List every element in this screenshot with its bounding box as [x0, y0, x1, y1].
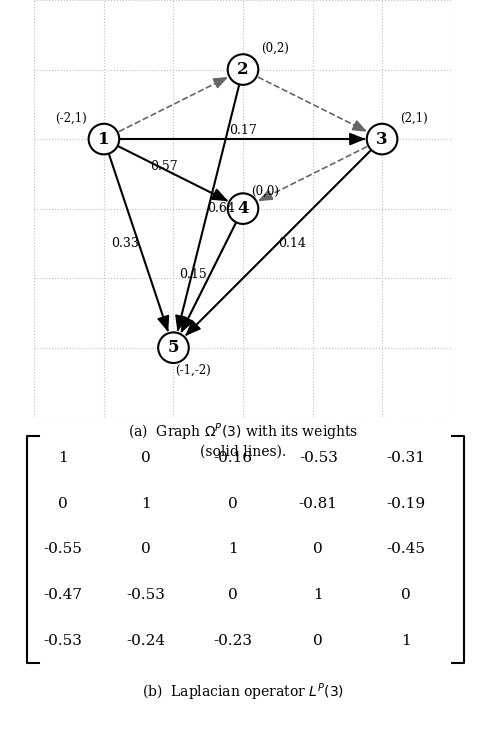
Text: 1: 1	[401, 634, 411, 648]
Text: 1: 1	[58, 451, 68, 465]
Text: 0: 0	[228, 497, 238, 511]
Text: 1: 1	[313, 588, 323, 602]
Text: -0.16: -0.16	[214, 451, 253, 465]
Circle shape	[228, 54, 258, 85]
Text: -0.19: -0.19	[386, 497, 425, 511]
Text: 0: 0	[228, 588, 238, 602]
Circle shape	[88, 124, 119, 154]
Text: (b)  Laplacian operator $L^P(3)$: (b) Laplacian operator $L^P(3)$	[142, 681, 344, 703]
Text: (0,0): (0,0)	[251, 184, 279, 198]
Text: (-2,1): (-2,1)	[54, 112, 87, 124]
Text: 5: 5	[168, 339, 179, 356]
Polygon shape	[182, 318, 191, 332]
Circle shape	[367, 124, 398, 154]
Text: -0.81: -0.81	[299, 497, 338, 511]
Polygon shape	[213, 78, 226, 88]
Polygon shape	[352, 121, 365, 131]
Text: -0.55: -0.55	[44, 542, 83, 556]
Polygon shape	[182, 316, 193, 332]
Text: -0.53: -0.53	[44, 634, 83, 648]
Text: 1: 1	[98, 130, 110, 148]
Text: 0: 0	[141, 451, 151, 465]
Polygon shape	[158, 315, 169, 330]
Text: -0.23: -0.23	[214, 634, 253, 648]
Text: 3: 3	[376, 130, 388, 148]
Text: 0: 0	[401, 588, 411, 602]
Text: -0.53: -0.53	[126, 588, 165, 602]
Text: 0.33: 0.33	[111, 237, 139, 250]
Text: 0.15: 0.15	[179, 268, 207, 281]
Text: -0.24: -0.24	[126, 634, 165, 648]
Polygon shape	[211, 189, 226, 201]
Text: 0.14: 0.14	[278, 237, 306, 250]
Text: 0: 0	[58, 497, 68, 511]
Text: 4: 4	[237, 200, 249, 217]
Text: (-1,-2): (-1,-2)	[175, 364, 211, 376]
Circle shape	[228, 193, 258, 224]
Polygon shape	[260, 190, 273, 201]
Polygon shape	[187, 321, 200, 335]
Text: -0.53: -0.53	[299, 451, 338, 465]
Text: 0.57: 0.57	[150, 160, 177, 173]
Text: -0.47: -0.47	[44, 588, 83, 602]
Text: (2,1): (2,1)	[400, 112, 428, 124]
Text: (a)  Graph $\Omega^P(3)$ with its weights
(solid lines).: (a) Graph $\Omega^P(3)$ with its weights…	[128, 421, 358, 459]
Text: 1: 1	[228, 542, 238, 556]
Text: 0: 0	[313, 634, 323, 648]
Text: (0,2): (0,2)	[261, 42, 289, 55]
Text: -0.31: -0.31	[386, 451, 425, 465]
Text: 1: 1	[141, 497, 151, 511]
Text: 0.64: 0.64	[207, 202, 235, 215]
Circle shape	[158, 332, 189, 363]
Polygon shape	[176, 315, 187, 330]
Text: -0.45: -0.45	[386, 542, 425, 556]
Text: 0.17: 0.17	[229, 124, 257, 137]
Polygon shape	[350, 133, 364, 145]
Text: 2: 2	[237, 61, 249, 78]
Text: 0: 0	[141, 542, 151, 556]
Text: 0: 0	[313, 542, 323, 556]
